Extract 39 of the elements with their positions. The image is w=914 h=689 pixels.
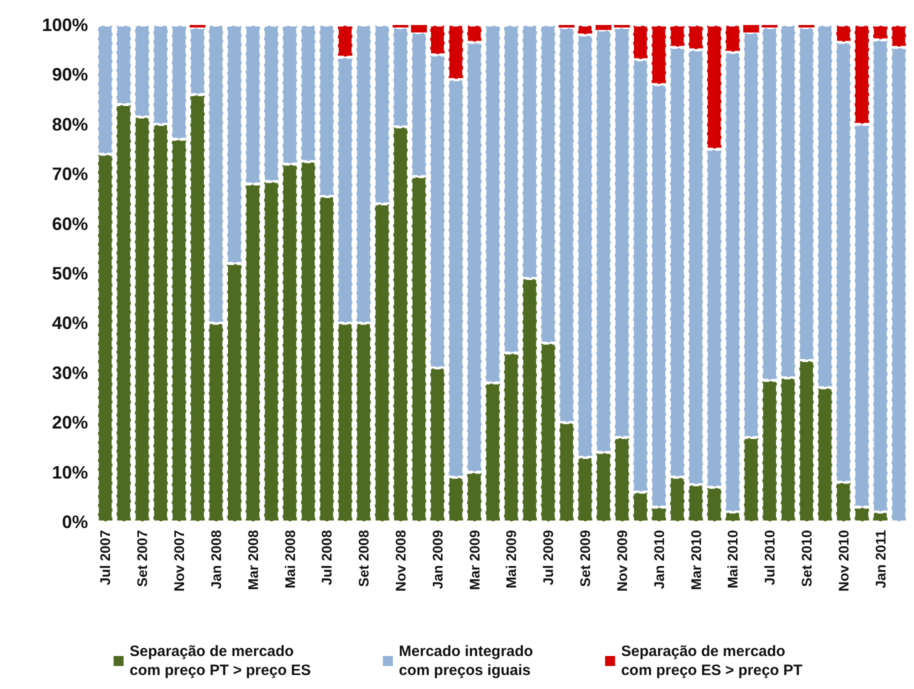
y-tick-label: 10% — [52, 462, 88, 482]
x-tick-label: Jul 2007 — [97, 530, 114, 586]
x-tick-label: Jul 2009 — [540, 530, 556, 586]
bar — [411, 25, 427, 32]
x-tick-label: Nov 2007 — [171, 530, 188, 592]
x-tick-label: Mai 2008 — [282, 530, 298, 588]
x-tick-label: Nov 2010 — [835, 530, 852, 592]
x-tick-label: Jan 2008 — [208, 530, 224, 590]
bar — [596, 25, 612, 30]
y-tick-label: 80% — [52, 114, 88, 134]
x-tick-label: Set 2010 — [798, 530, 814, 587]
x-tick-label: Set 2007 — [134, 530, 150, 587]
y-tick-label: 30% — [52, 362, 88, 383]
x-tick-label: Jul 2008 — [318, 530, 335, 586]
x-tick-label: Jul 2010 — [762, 530, 778, 586]
y-tick-label: 40% — [52, 313, 88, 334]
legend-label: Mercado integrado com preços iguais — [398, 643, 534, 679]
x-tick-label: Mai 2009 — [503, 530, 520, 588]
x-tick-label: Jan 2010 — [650, 530, 667, 590]
x-tick-label: Mai 2010 — [724, 530, 741, 588]
x-tick-label: Set 2008 — [356, 530, 372, 587]
y-tick-label: 20% — [52, 412, 88, 433]
legend-label: Separação de mercado com preço ES > preço PT — [621, 643, 802, 679]
x-tick-label: Nov 2008 — [392, 530, 408, 592]
x-tick-label: Jan 2009 — [429, 530, 446, 590]
y-tick-label: 90% — [52, 64, 88, 85]
x-tick-label: Mar 2008 — [244, 530, 261, 590]
y-tick-label: 100% — [42, 15, 88, 35]
legend-label: Separação de mercado com preço PT > preço ES — [130, 643, 311, 679]
x-tick-label: Nov 2009 — [614, 530, 630, 592]
x-tick-label: Jan 2011 — [872, 530, 888, 588]
x-tick-label: Mar 2009 — [466, 530, 482, 590]
y-tick-label: 0% — [62, 512, 88, 532]
bar — [743, 25, 760, 32]
y-tick-label: 50% — [52, 264, 88, 284]
x-tick-label: Set 2009 — [577, 530, 594, 587]
x-tick-label: Mar 2010 — [688, 530, 704, 590]
y-tick-label: 60% — [52, 214, 88, 234]
y-tick-label: 70% — [52, 164, 88, 184]
